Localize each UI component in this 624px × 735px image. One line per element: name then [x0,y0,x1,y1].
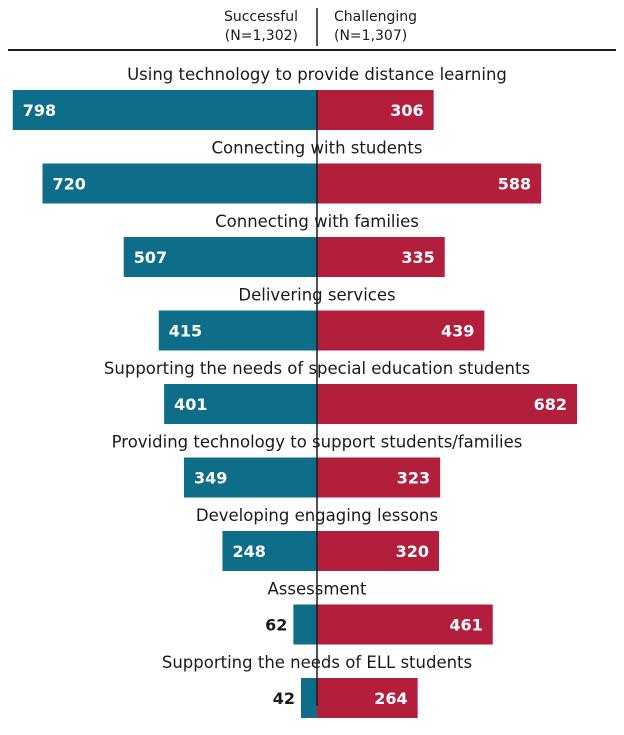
legend-challenging-n: (N=1,307) [334,28,407,44]
bar-challenging [317,90,434,130]
bar-successful [293,604,317,645]
value-label-challenging: 335 [401,248,434,267]
bar-successful [42,163,317,204]
value-label-successful: 415 [169,322,202,341]
bar-successful [123,237,317,277]
value-label-successful: 42 [273,689,295,708]
bar-successful [183,457,317,498]
bar-challenging [317,604,493,645]
category-label: Using technology to provide distance lea… [127,65,507,84]
value-label-successful: 248 [232,542,265,561]
bar-challenging [317,678,418,718]
value-label-challenging: 439 [441,322,474,341]
value-label-successful: 401 [174,395,207,414]
bar-successful [158,310,317,351]
value-label-challenging: 323 [397,469,430,488]
value-label-challenging: 320 [396,542,429,561]
bar-successful [12,90,317,130]
bar-challenging [317,237,445,277]
bar-challenging [317,163,542,204]
value-label-successful: 62 [265,616,287,635]
bar-successful [222,531,317,571]
bar-challenging [317,457,441,498]
bar-challenging [317,531,439,571]
legend-successful: Successful [224,9,298,25]
value-label-successful: 349 [194,469,227,488]
chart-rows: Using technology to provide distance lea… [12,65,578,718]
bar-successful [164,384,317,424]
value-label-challenging: 461 [449,616,482,635]
value-label-successful: 798 [23,101,56,120]
bar-challenging [317,384,578,424]
value-label-challenging: 264 [374,689,407,708]
legend-successful-n: (N=1,302) [225,28,298,44]
legend-challenging: Challenging [334,9,417,25]
value-label-challenging: 588 [498,175,531,194]
value-label-successful: 720 [53,175,86,194]
bar-challenging [317,310,485,351]
value-label-successful: 507 [134,248,167,267]
value-label-challenging: 306 [390,101,423,120]
value-label-challenging: 682 [534,395,567,414]
bar-successful [300,678,317,718]
